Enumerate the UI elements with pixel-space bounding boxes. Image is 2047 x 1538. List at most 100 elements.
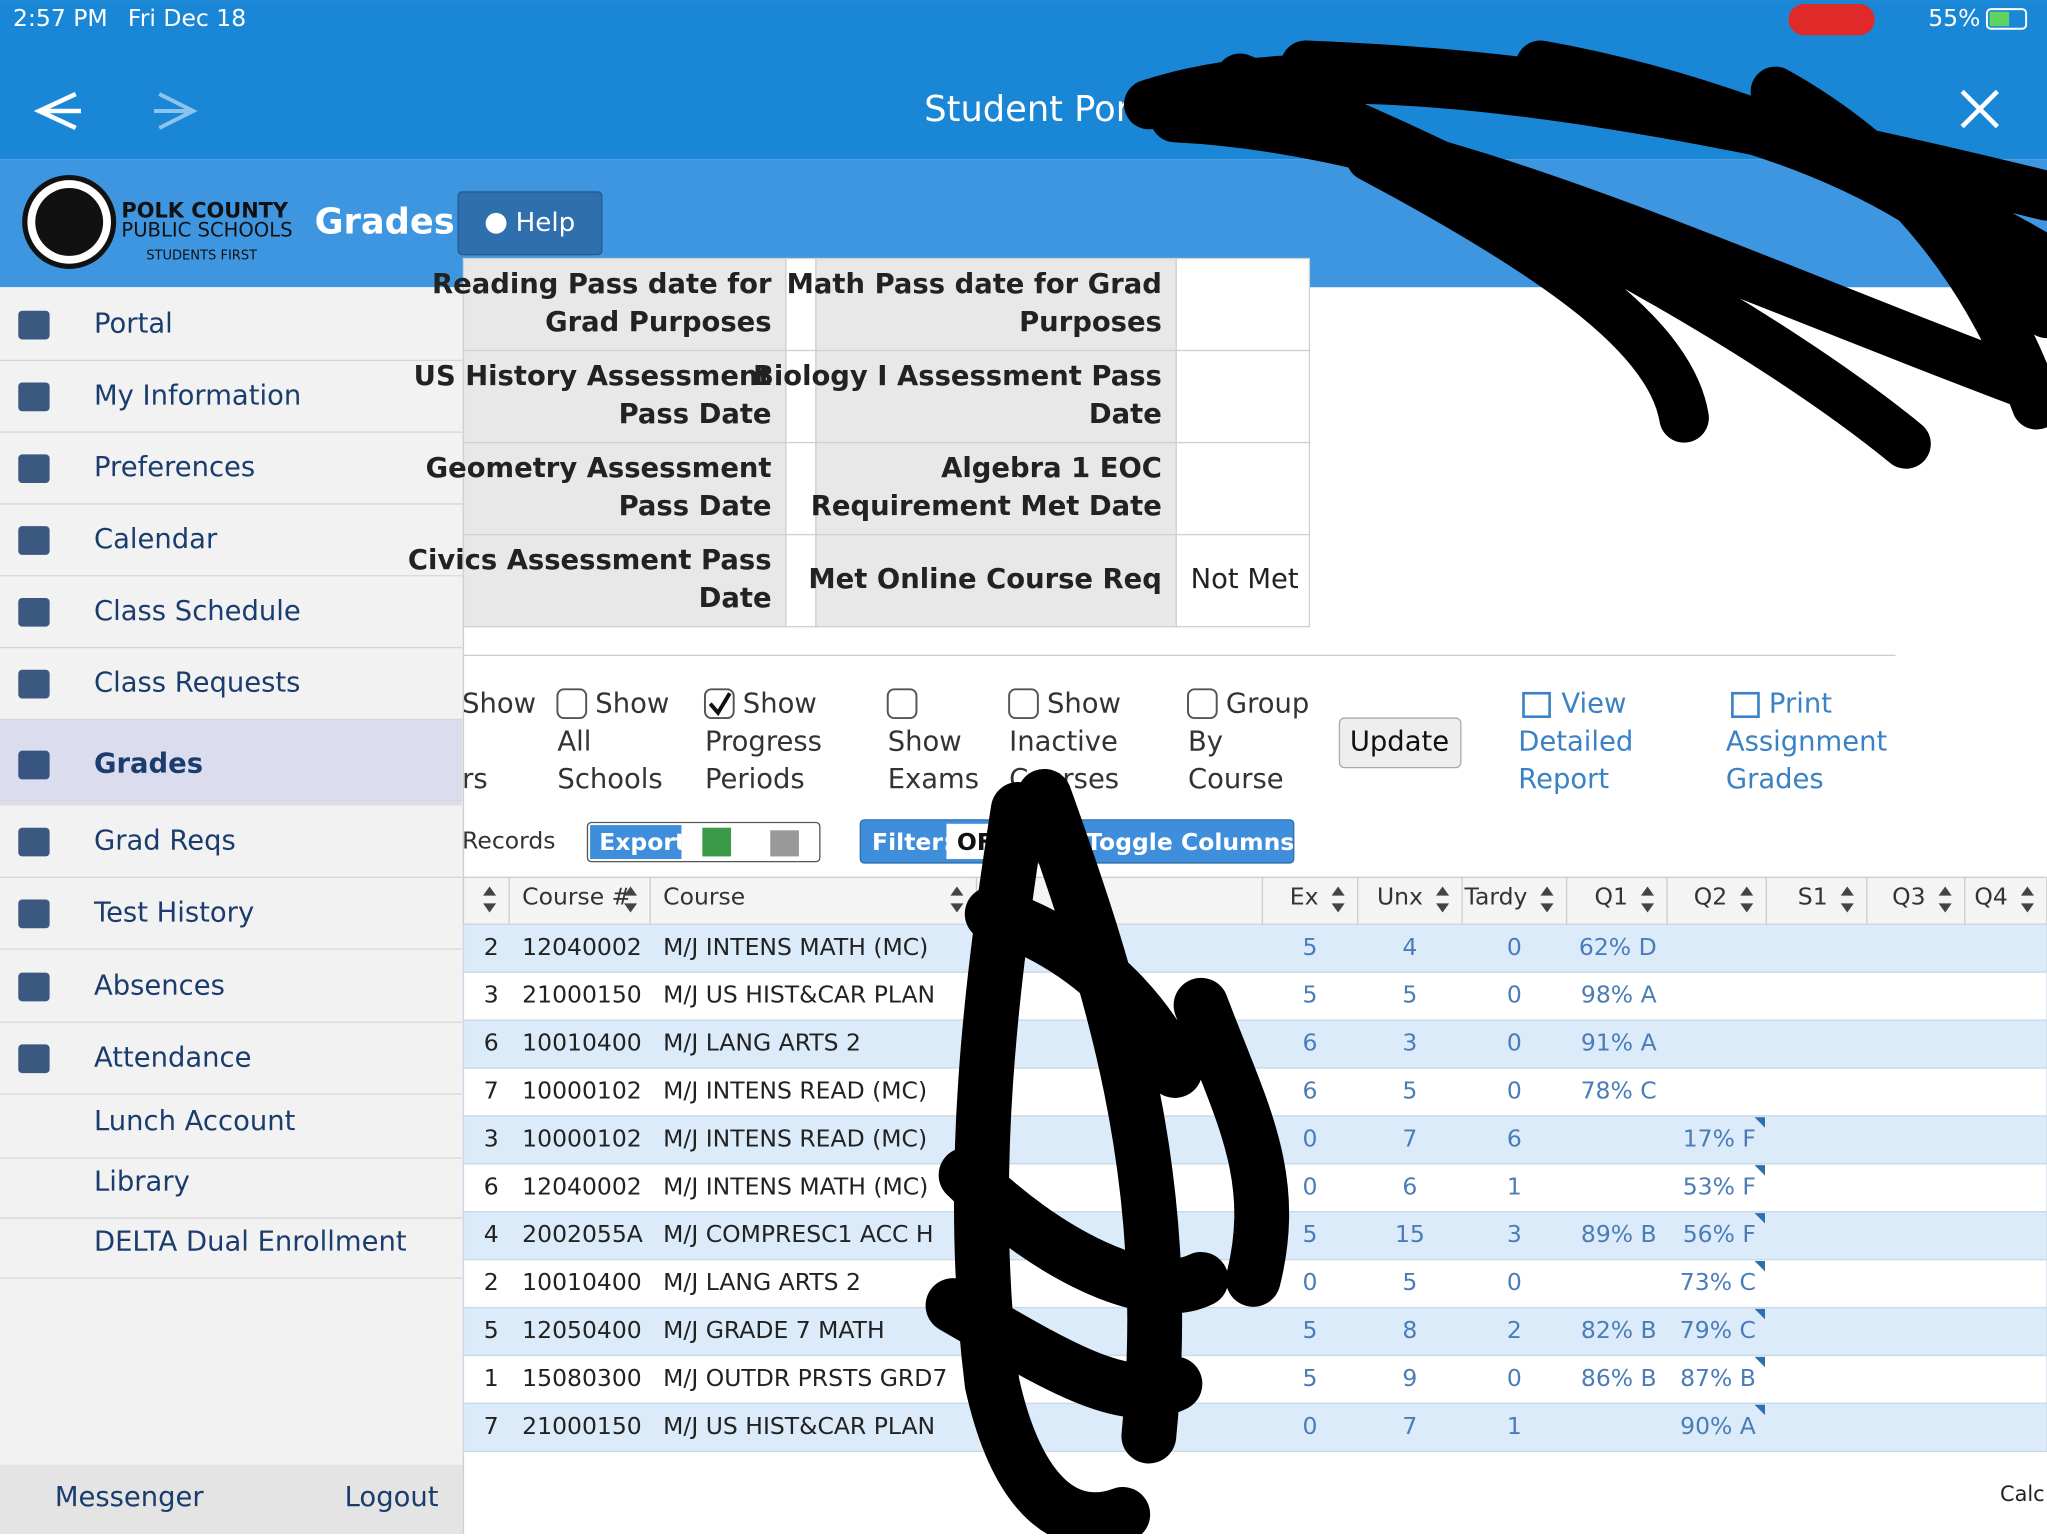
help-button[interactable] [457,191,603,256]
option-label[interactable]: Show [888,726,962,757]
column-header[interactable]: Tardy [1464,883,1528,911]
column-header[interactable]: Ex [1290,883,1319,911]
nav-icon [18,899,50,929]
battery-icon [1985,8,2028,30]
option-label[interactable]: Course [1188,764,1284,795]
column-header[interactable]: Q2 [1694,883,1727,911]
option-label[interactable]: Exams [888,764,979,795]
option-label[interactable]: Show [743,688,817,719]
nav-item[interactable]: Absences [94,970,225,1001]
option-label[interactable]: Periods [705,764,805,795]
nav-item[interactable]: My Information [94,380,301,411]
help-label[interactable]: Help [516,208,576,238]
checkbox[interactable] [1008,688,1039,720]
option-label[interactable]: Progress [705,726,822,757]
nav-item[interactable]: Test History [93,897,254,928]
grade-cell[interactable]: 87% B [1680,1364,1756,1392]
grade-cell[interactable]: 82% B [1581,1316,1657,1344]
course-name: M/J US HIST&CAR PLAN [663,981,935,1009]
option-label[interactable]: Show [595,688,669,719]
course-name: M/J COMPRESC1 ACC H [663,1220,933,1248]
nav-item[interactable]: Class Requests [94,668,300,699]
attendance-count: 0 [1507,1077,1522,1105]
print-icon[interactable] [770,830,799,857]
attendance-count: 5 [1402,1268,1417,1296]
logout-link[interactable]: Logout [345,1482,439,1513]
forward-icon[interactable] [154,92,198,130]
checkbox[interactable] [886,688,918,720]
grade-cell[interactable]: 91% A [1581,1029,1657,1057]
grade-cell[interactable]: 62% D [1579,933,1657,961]
attendance-count: 6 [1303,1077,1318,1105]
sort-arrows [1540,886,1554,913]
nav-item[interactable]: Library [94,1166,190,1197]
period-cell: 4 [484,1220,499,1248]
grade-cell[interactable]: 56% F [1683,1220,1756,1248]
option-label[interactable]: Inactive [1009,726,1118,757]
nav-item[interactable]: Preferences [94,452,255,483]
excel-icon[interactable] [702,827,732,857]
course-name: M/J LANG ARTS 2 [663,1268,861,1296]
column-header[interactable]: Unx [1377,883,1423,911]
grade-cell[interactable]: 79% C [1680,1316,1756,1344]
column-header[interactable]: Q3 [1892,883,1925,911]
period-cell: 2 [484,933,499,961]
toggle-columns[interactable]: Toggle Columns [1086,828,1294,856]
option-label[interactable]: Show [462,688,536,719]
messenger-link[interactable]: Messenger [55,1482,205,1513]
nav-item[interactable]: Attendance [94,1042,251,1073]
column-header[interactable]: S1 [1798,883,1828,911]
column-header[interactable]: Course [663,883,745,911]
attendance-count: 3 [1402,1029,1417,1057]
grade-cell[interactable]: 17% F [1683,1124,1756,1152]
grade-cell[interactable]: 90% A [1680,1412,1756,1440]
attendance-count: 0 [1303,1124,1318,1152]
school-logo-mark [35,188,104,256]
link-text[interactable]: Print [1769,688,1832,719]
close-icon[interactable] [1960,89,2000,129]
nav-item[interactable]: Lunch Account [94,1106,296,1137]
link-text[interactable]: Grades [1726,764,1824,795]
period-cell: 3 [484,981,499,1009]
nav-item[interactable]: Grades [94,749,203,780]
assessment-label: Algebra 1 EOC [941,453,1162,484]
checkbox[interactable] [1187,688,1218,720]
column-header[interactable]: Q1 [1595,883,1628,911]
attendance-count: 5 [1303,933,1318,961]
assessment-label: Grad Purposes [545,307,771,338]
option-label[interactable]: Group [1226,688,1309,719]
nav-item[interactable]: Calendar [94,524,218,555]
attendance-count: 5 [1303,1364,1318,1392]
option-label[interactable]: Show [1047,688,1121,719]
checkbox[interactable] [556,688,588,720]
option-label[interactable]: Schools [557,764,662,795]
link-text[interactable]: Assignment [1726,726,1888,757]
column-header[interactable]: Q4 [1974,883,2007,911]
grades-header-bg [462,876,2047,925]
grade-cell[interactable]: 86% B [1581,1364,1657,1392]
grade-cell[interactable]: 78% C [1581,1077,1657,1105]
nav-item[interactable]: Grad Reqs [94,826,236,857]
nav-item[interactable]: Class Schedule [94,596,301,627]
nav-item[interactable]: Portal [94,309,173,340]
option-label[interactable]: rs [462,764,488,795]
option-label[interactable]: All [557,726,591,757]
link-text[interactable]: Detailed [1518,726,1633,757]
sidebar-footer [0,1464,464,1534]
assessment-label-cell [462,533,787,628]
grade-cell[interactable]: 73% C [1680,1268,1756,1296]
update-button[interactable] [1338,717,1462,769]
grade-cell[interactable]: 53% F [1683,1172,1756,1200]
grade-cell[interactable]: 89% B [1581,1220,1657,1248]
brand-line3: STUDENTS FIRST [146,248,257,263]
option-label[interactable]: By [1188,726,1223,757]
course-number: 15080300 [522,1364,642,1392]
export-button[interactable] [590,825,682,860]
grade-cell[interactable]: 98% A [1581,981,1657,1009]
link-text[interactable]: Report [1518,764,1609,795]
nav-item[interactable]: DELTA Dual Enrollment [94,1226,407,1257]
back-icon[interactable] [33,91,81,131]
link-text[interactable]: View [1561,688,1626,719]
column-header[interactable]: Course # [522,883,631,911]
course-number: 10000102 [522,1124,642,1152]
